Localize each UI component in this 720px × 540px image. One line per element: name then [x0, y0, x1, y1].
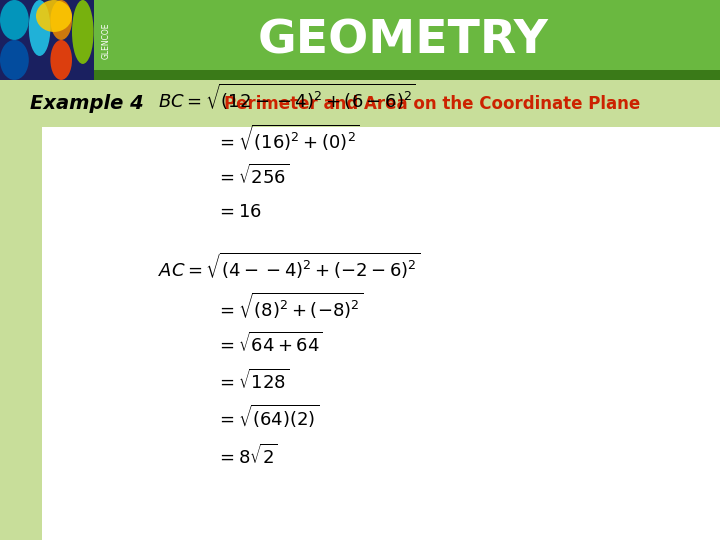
Ellipse shape	[0, 40, 29, 80]
Bar	[0, 127, 42, 540]
Text: $= 8\sqrt{2}$: $= 8\sqrt{2}$	[216, 444, 278, 468]
Text: GLENCOE: GLENCOE	[102, 22, 111, 59]
Text: $= \sqrt{(16)^2+(0)^2}$: $= \sqrt{(16)^2+(0)^2}$	[216, 123, 360, 153]
Bar	[0, 0, 720, 80]
Ellipse shape	[0, 0, 29, 40]
Text: $= \sqrt{(8)^2+(-8)^2}$: $= \sqrt{(8)^2+(-8)^2}$	[216, 291, 364, 321]
Ellipse shape	[72, 0, 94, 64]
Text: $= \sqrt{256}$: $= \sqrt{256}$	[216, 164, 289, 187]
Bar	[0, 70, 720, 80]
Bar	[0, 0, 94, 80]
Bar	[0, 80, 720, 127]
Text: GEOMETRY: GEOMETRY	[258, 18, 549, 63]
Ellipse shape	[50, 40, 72, 80]
Ellipse shape	[50, 0, 72, 40]
Text: $= \sqrt{128}$: $= \sqrt{128}$	[216, 369, 289, 393]
Text: Example 4: Example 4	[30, 94, 143, 113]
Text: $BC = \sqrt{(12--4)^2+(6-6)^2}$: $BC = \sqrt{(12--4)^2+(6-6)^2}$	[158, 82, 416, 112]
Text: $= \sqrt{(64)(2)}$: $= \sqrt{(64)(2)}$	[216, 403, 319, 430]
Text: Perimeter and Area on the Coordinate Plane: Perimeter and Area on the Coordinate Pla…	[224, 94, 640, 113]
Bar	[94, 0, 720, 80]
Text: $= 16$: $= 16$	[216, 202, 262, 221]
Ellipse shape	[29, 0, 50, 56]
Ellipse shape	[36, 0, 72, 32]
Text: $= \sqrt{64+64}$: $= \sqrt{64+64}$	[216, 332, 323, 356]
Text: $AC = \sqrt{(4--4)^2+(-2-6)^2}$: $AC = \sqrt{(4--4)^2+(-2-6)^2}$	[158, 251, 421, 281]
